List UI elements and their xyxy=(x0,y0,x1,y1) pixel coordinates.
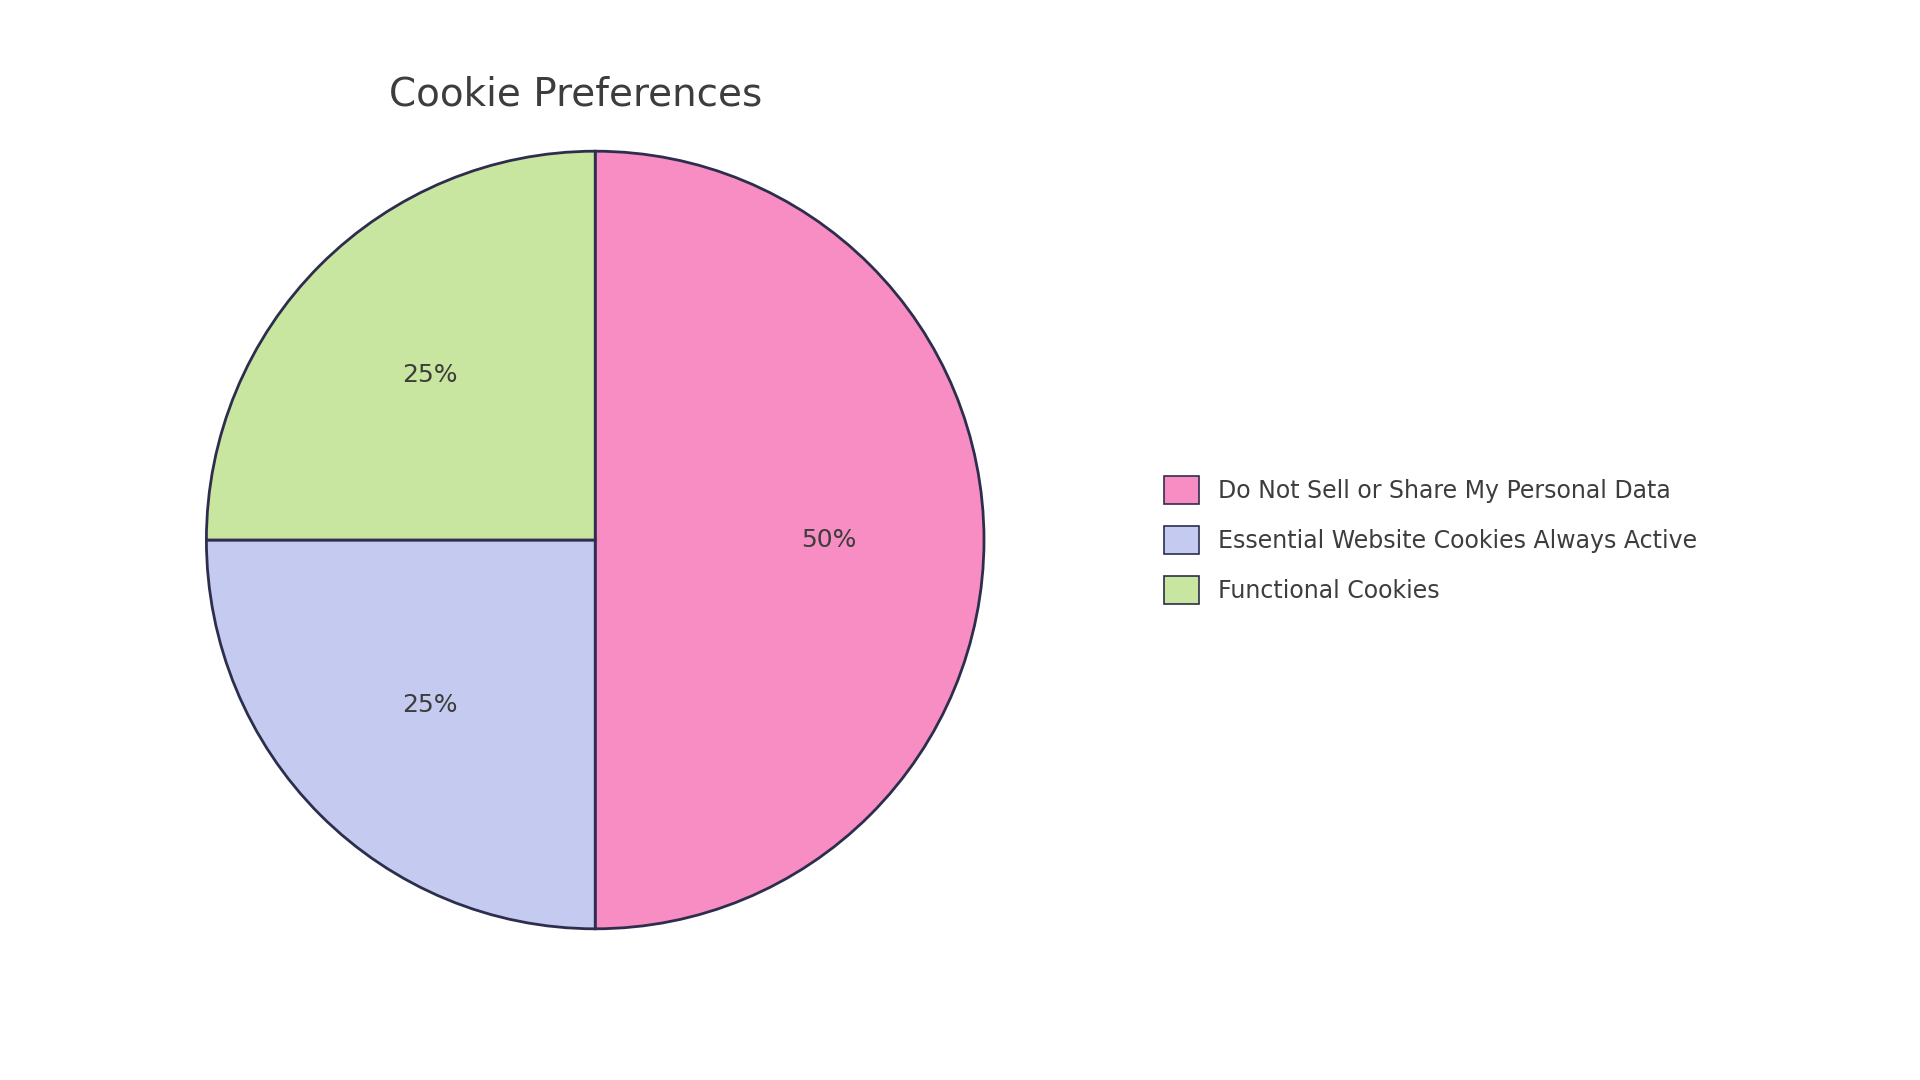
Text: Cookie Preferences: Cookie Preferences xyxy=(390,76,762,113)
Text: 25%: 25% xyxy=(403,693,459,717)
Text: 50%: 50% xyxy=(801,528,856,552)
Wedge shape xyxy=(207,151,595,540)
Wedge shape xyxy=(595,151,983,929)
Text: 25%: 25% xyxy=(403,363,459,387)
Legend: Do Not Sell or Share My Personal Data, Essential Website Cookies Always Active, : Do Not Sell or Share My Personal Data, E… xyxy=(1164,475,1697,605)
Wedge shape xyxy=(207,540,595,929)
